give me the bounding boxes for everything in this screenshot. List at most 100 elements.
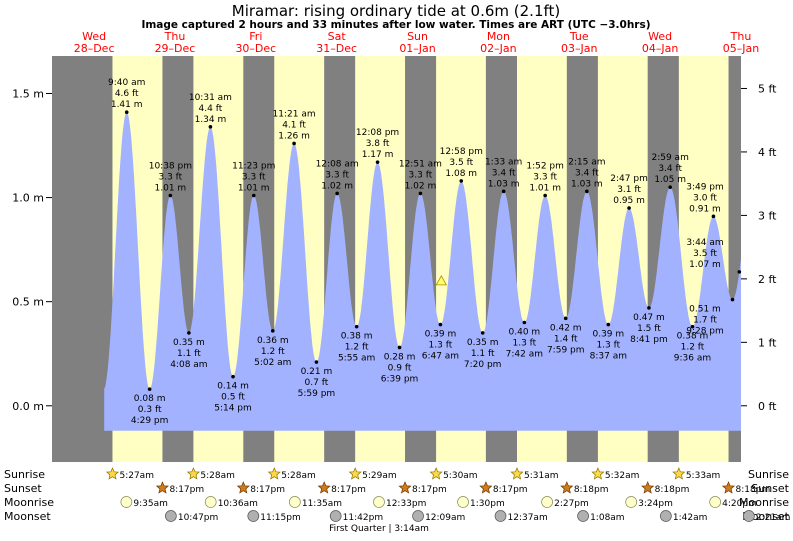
moonset-icon (247, 510, 260, 522)
sunset-time: 8:17pm (169, 485, 204, 495)
moonrise-icon (204, 496, 217, 508)
left-tick-label: 0.0 m (12, 400, 44, 413)
tide-ft-label: 1.4 ft (554, 334, 578, 344)
tide-m-label: 1.17 m (362, 150, 394, 160)
tide-point (522, 320, 527, 325)
tide-point (251, 193, 256, 198)
tide-point (208, 124, 213, 129)
tide-time-label: 1:33 am (485, 157, 522, 167)
sunrise-icon (672, 467, 686, 480)
tide-point (480, 331, 485, 335)
tide-m-label: 0.47 m (633, 313, 665, 323)
sunrise-time: 5:28am (200, 471, 235, 481)
tide-point (270, 329, 275, 333)
sunrise-icon (105, 467, 120, 480)
tide-ft-label: 3.4 ft (492, 168, 516, 178)
sunrise-time: 5:28am (281, 471, 316, 481)
tide-ft-label: 0.9 ft (388, 363, 412, 373)
moonset-icon (329, 510, 342, 522)
tide-ft-label: 3.8 ft (366, 139, 390, 149)
tide-m-label: 1.05 m (654, 175, 686, 185)
tide-time-label: 6:47 am (422, 352, 459, 362)
moonrise-icon (625, 496, 638, 508)
moonset-icon (577, 510, 589, 522)
tide-point (563, 316, 568, 321)
tide-m-label: 0.40 m (509, 328, 541, 338)
moonset-icon (165, 510, 177, 522)
tide-time-label: 5:55 am (338, 354, 375, 364)
tide-time-label: 12:51 am (399, 159, 442, 169)
moonrise-time: 12:33pm (386, 499, 426, 509)
tide-time-label: 7:20 pm (464, 360, 502, 370)
tide-m-label: 0.28 m (384, 352, 416, 362)
sunset-row-label-right: Sunset (751, 482, 789, 495)
moonrise-time: 9:35am (133, 499, 168, 509)
sunset-icon (398, 481, 412, 494)
sunrise-time: 5:32am (605, 471, 640, 481)
tide-m-label: 0.39 m (592, 330, 624, 340)
day-date-label: 04–Jan (642, 42, 678, 55)
day-name-label: Fri (249, 30, 262, 43)
sunset-time: 8:17pm (493, 485, 528, 495)
tide-ft-label: 3.3 ft (533, 172, 557, 182)
sunrise-time: 5:29am (362, 471, 397, 481)
moonset-time: 10:47pm (178, 513, 218, 523)
tide-ft-label: 1.1 ft (471, 349, 495, 359)
tide-point (501, 189, 506, 194)
day-date-label: 31–Dec (316, 42, 357, 55)
moonrise-time: 11:35am (302, 499, 342, 509)
tide-m-label: 0.35 m (173, 338, 205, 348)
sunrise-time: 5:31am (524, 471, 559, 481)
tide-m-label: 0.91 m (689, 204, 721, 214)
tide-point (459, 179, 464, 183)
moonset-row-label-right: Moonset (742, 510, 789, 523)
sunrise-icon (348, 467, 362, 480)
sunset-time: 8:17pm (250, 485, 285, 495)
sunrise-icon (267, 467, 281, 480)
tide-ft-label: 3.3 ft (409, 170, 433, 180)
sunset-row-label-left: Sunset (4, 482, 42, 495)
tide-m-label: 0.38 m (341, 332, 373, 342)
right-tick-label: 2 ft (758, 273, 777, 286)
moonset-icon (494, 510, 507, 522)
day-name-label: Thu (730, 30, 752, 43)
sunrise-icon (591, 467, 605, 480)
sunset-time: 8:18pm (736, 485, 771, 495)
tide-ft-label: 1.3 ft (429, 341, 453, 351)
tide-time-label: 12:08 am (316, 159, 359, 169)
moonrise-icon (541, 496, 553, 508)
moonrise-icon (289, 496, 301, 508)
sunset-icon (479, 481, 493, 494)
moonset-icon (743, 510, 755, 522)
tide-ft-label: 0.3 ft (138, 405, 162, 415)
tide-m-label: 1.03 m (488, 179, 520, 189)
day-date-label: 02–Jan (480, 42, 516, 55)
tide-time-label: 12:58 pm (440, 147, 483, 157)
moonrise-time: 2:27pm (554, 499, 589, 509)
tide-m-label: 1.07 m (689, 260, 721, 270)
tide-ft-label: 0.5 ft (221, 393, 245, 403)
tide-ft-label: 1.3 ft (513, 339, 537, 349)
day-date-label: 03–Jan (561, 42, 597, 55)
tide-point (668, 185, 672, 189)
moon-phase-label: First Quarter | 3:14am (329, 524, 429, 534)
tide-point (438, 322, 443, 327)
tide-time-label: 5:14 pm (214, 404, 252, 414)
day-name-label: Sat (328, 30, 347, 43)
tide-time-label: 8:41 pm (630, 335, 668, 345)
tide-ft-label: 4.6 ft (115, 89, 139, 99)
tide-area (104, 112, 741, 431)
sunset-icon (236, 481, 250, 494)
moonrise-time: 3:24pm (638, 499, 673, 509)
day-name-label: Sun (407, 30, 428, 43)
tide-point (737, 270, 742, 274)
tide-ft-label: 3.3 ft (325, 170, 349, 180)
moonrise-time: 10:36am (218, 499, 258, 509)
current-tide-marker (435, 275, 447, 286)
tide-m-label: 1.08 m (445, 169, 477, 179)
sunrise-row-label-left: Sunrise (4, 468, 45, 481)
sunrise-icon (510, 467, 524, 480)
tide-point (606, 322, 611, 327)
